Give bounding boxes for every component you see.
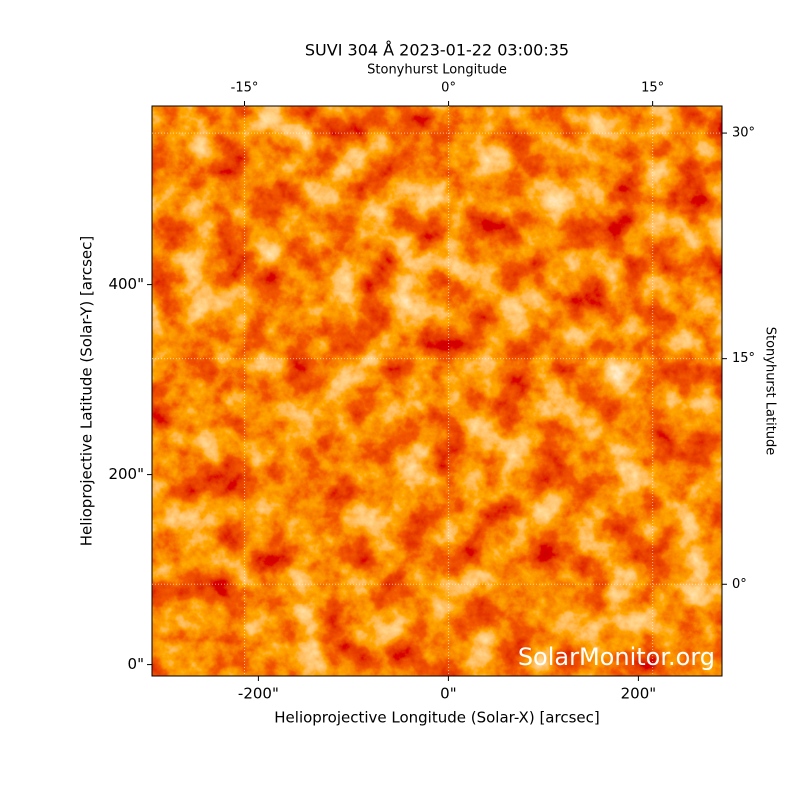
y2-axis-label: Stonyhurst Latitude [763, 327, 778, 456]
plot-frame [151, 105, 723, 677]
x2-tick-label: -15° [231, 81, 259, 96]
x-tick-label: -200" [238, 685, 279, 703]
x-tick-label: 200" [621, 685, 657, 703]
solar-image [152, 106, 722, 676]
x2-tick-label: 0° [441, 81, 456, 96]
x-axis-label: Helioprojective Longitude (Solar-X) [arc… [274, 709, 599, 727]
y-tick-label: 400" [108, 275, 144, 293]
x2-tick-label: 15° [641, 81, 664, 96]
y-axis-label: Helioprojective Latitude (Solar-Y) [arcs… [78, 236, 96, 546]
y-tick-label: 0" [128, 655, 144, 673]
y2-tick-label: 30° [732, 126, 755, 141]
x2-axis-label: Stonyhurst Longitude [367, 63, 507, 78]
chart-title: SUVI 304 Å 2023-01-22 03:00:35 [305, 41, 569, 60]
y2-tick-label: 15° [732, 351, 755, 366]
watermark: SolarMonitor.org [518, 643, 715, 671]
x-tick-label: 0" [440, 685, 456, 703]
y2-tick-label: 0° [732, 577, 747, 592]
y-tick-label: 200" [108, 465, 144, 483]
